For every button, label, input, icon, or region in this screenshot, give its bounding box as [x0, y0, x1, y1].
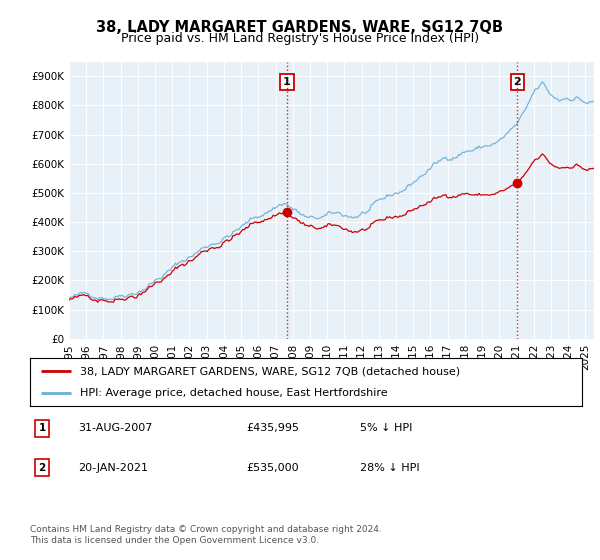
- Text: 1: 1: [38, 423, 46, 433]
- Text: HPI: Average price, detached house, East Hertfordshire: HPI: Average price, detached house, East…: [80, 388, 388, 398]
- Text: Price paid vs. HM Land Registry's House Price Index (HPI): Price paid vs. HM Land Registry's House …: [121, 32, 479, 45]
- Text: Contains HM Land Registry data © Crown copyright and database right 2024.
This d: Contains HM Land Registry data © Crown c…: [30, 525, 382, 545]
- Text: 31-AUG-2007: 31-AUG-2007: [78, 423, 152, 433]
- Text: £435,995: £435,995: [246, 423, 299, 433]
- Text: 38, LADY MARGARET GARDENS, WARE, SG12 7QB: 38, LADY MARGARET GARDENS, WARE, SG12 7Q…: [97, 20, 503, 35]
- Text: 5% ↓ HPI: 5% ↓ HPI: [360, 423, 412, 433]
- Text: £535,000: £535,000: [246, 463, 299, 473]
- Text: 20-JAN-2021: 20-JAN-2021: [78, 463, 148, 473]
- Text: 38, LADY MARGARET GARDENS, WARE, SG12 7QB (detached house): 38, LADY MARGARET GARDENS, WARE, SG12 7Q…: [80, 366, 460, 376]
- Text: 2: 2: [38, 463, 46, 473]
- Text: 1: 1: [283, 77, 291, 87]
- Text: 2: 2: [514, 77, 521, 87]
- Text: 28% ↓ HPI: 28% ↓ HPI: [360, 463, 419, 473]
